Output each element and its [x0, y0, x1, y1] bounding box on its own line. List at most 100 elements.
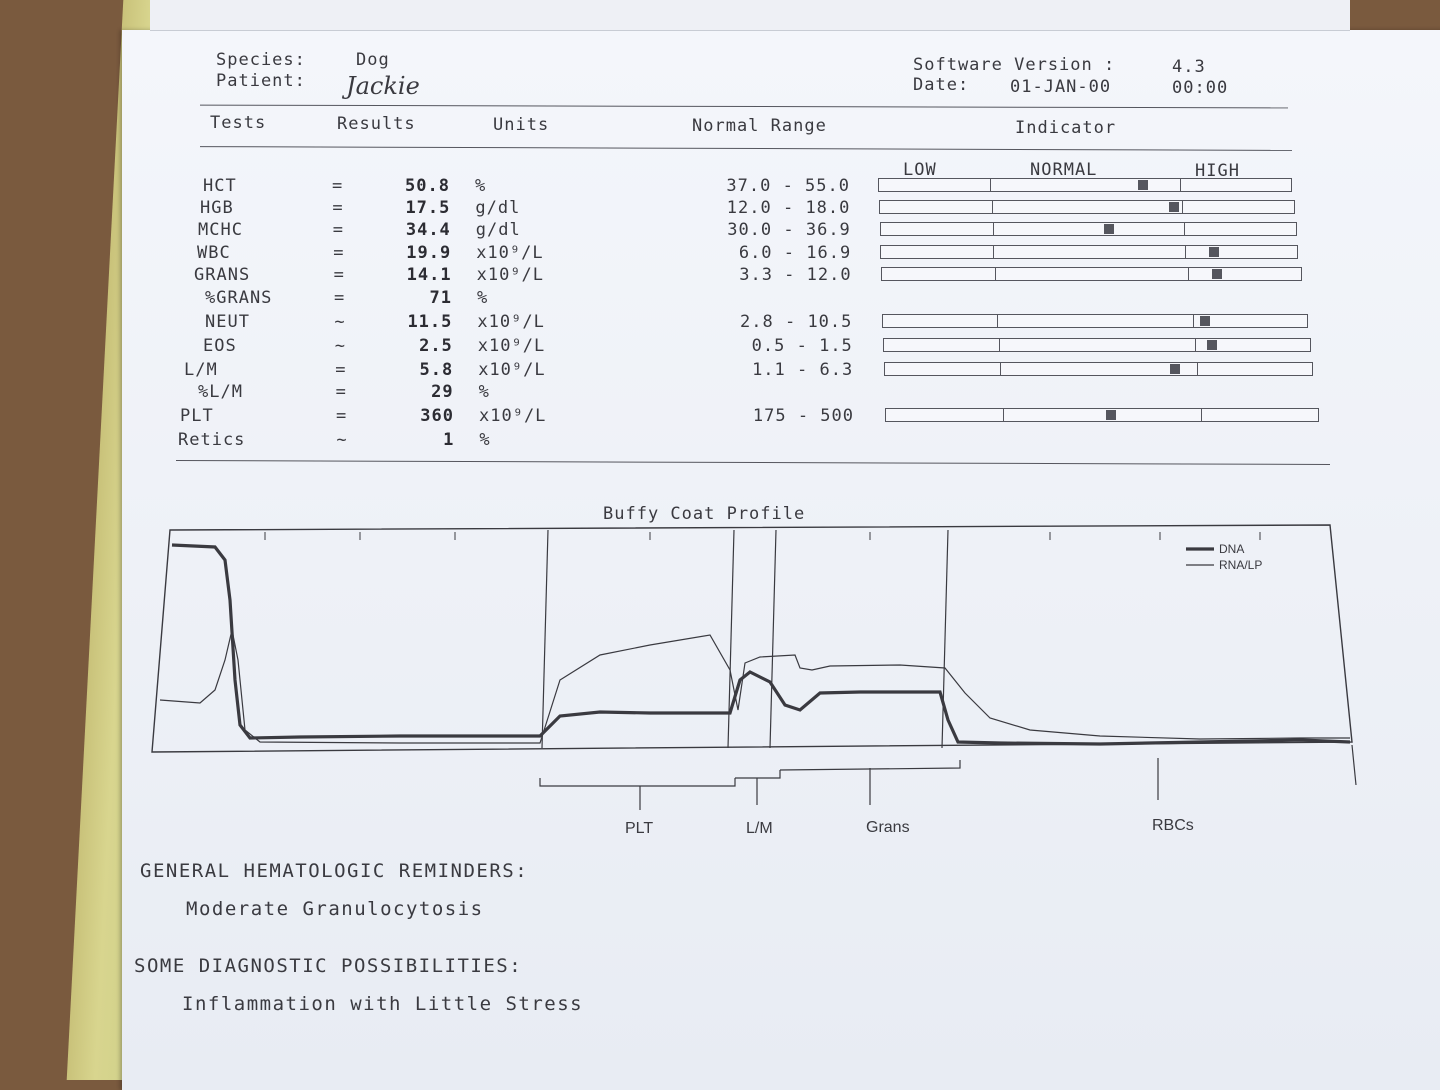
indicator-marker [1104, 224, 1115, 234]
test-unit: % [478, 382, 490, 402]
indicator-bar [878, 178, 1292, 192]
col-normal-range: Normal Range [692, 116, 827, 136]
indicator-divider [993, 246, 995, 258]
test-result: 17.5 [405, 198, 451, 218]
chart-title: Buffy Coat Profile [603, 504, 806, 524]
indicator-marker [1168, 202, 1179, 212]
indicator-marker [1208, 247, 1219, 257]
test-operator: ~ [334, 312, 346, 332]
indicator-divider [993, 223, 995, 235]
test-name: %L/M [198, 382, 243, 402]
region-label-rbcs: RBCs [1152, 817, 1194, 834]
dna-series-line [171, 543, 1351, 746]
test-normal-range: 2.8 - 10.5 [740, 312, 853, 332]
test-unit: x10⁹/L [476, 265, 545, 285]
col-units: Units [493, 115, 550, 135]
test-name: PLT [180, 406, 214, 426]
indicator-divider [1183, 223, 1185, 235]
reminders-text: Moderate Granulocytosis [186, 898, 484, 920]
table-row: GRANS = 14.1 x10⁹/L 3.3 - 12.0 [0, 265, 1440, 287]
test-result: 29 [431, 382, 454, 402]
indicator-bar [880, 222, 1297, 236]
indicator-divider [1194, 339, 1196, 351]
indicator-marker [1200, 316, 1211, 326]
table-row: NEUT ~11.5 x10⁹/L 2.8 - 10.5 [0, 312, 1440, 334]
test-operator: ~ [336, 430, 348, 450]
test-normal-range: 1.1 - 6.3 [752, 360, 854, 380]
test-name: NEUT [205, 312, 250, 332]
indicator-bar [880, 245, 1298, 259]
indicator-divider [1192, 315, 1194, 327]
software-label: Software Version : [913, 55, 1116, 75]
region-label-lm: L/M [746, 820, 773, 837]
col-results: Results [337, 114, 416, 134]
table-row: HGB = 17.5 g/dl 12.0 - 18.0 [0, 198, 1440, 220]
test-operator: = [334, 288, 346, 308]
test-name: MCHC [198, 220, 243, 240]
col-tests: Tests [210, 113, 267, 133]
region-label-plt: PLT [625, 820, 654, 837]
indicator-divider [1184, 246, 1186, 258]
indicator-divider [1201, 409, 1203, 421]
table-row: WBC = 19.9 x10⁹/L 6.0 - 16.9 [0, 243, 1440, 265]
table-row: EOS ~2.5 x10⁹/L 0.5 - 1.5 [0, 336, 1440, 358]
test-normal-range: 175 - 500 [752, 406, 854, 426]
test-result: 14.1 [406, 265, 452, 285]
test-result: 5.8 [419, 360, 454, 380]
test-result: 360 [420, 406, 454, 426]
chart-frame [151, 524, 1353, 753]
indicator-bar [879, 200, 1295, 214]
diagnostic-text: Inflammation with Little Stress [182, 993, 584, 1015]
indicator-bar [884, 362, 1313, 376]
test-normal-range: 6.0 - 16.9 [738, 243, 852, 263]
test-operator: = [335, 382, 347, 402]
test-operator: ~ [334, 336, 347, 356]
indicator-divider [991, 201, 993, 213]
test-name: Retics [178, 430, 246, 450]
indicator-bar [885, 408, 1319, 422]
test-name: WBC [197, 243, 231, 263]
indicator-divider [999, 339, 1001, 351]
test-unit: % [479, 430, 491, 450]
test-normal-range: 30.0 - 36.9 [727, 220, 851, 240]
indicator-divider [1187, 268, 1189, 280]
indicator-divider [1182, 201, 1184, 213]
test-operator: = [336, 406, 348, 426]
test-operator: = [335, 360, 347, 380]
indicator-high-label: HIGH [1195, 161, 1240, 181]
col-indicator: Indicator [1015, 118, 1117, 138]
indicator-divider [995, 268, 997, 280]
test-operator: = [333, 265, 345, 285]
indicator-bar [882, 314, 1308, 328]
test-result: 50.8 [405, 176, 450, 196]
test-result: 1 [443, 430, 455, 450]
test-name: EOS [203, 336, 237, 356]
test-operator: = [332, 220, 345, 240]
test-normal-range: 37.0 - 55.0 [726, 176, 850, 196]
test-result: 34.4 [405, 220, 451, 240]
test-name: GRANS [194, 265, 251, 285]
test-unit: x10⁹/L [479, 406, 547, 426]
indicator-divider [1179, 179, 1181, 191]
test-operator: = [332, 176, 344, 196]
indicator-bar [883, 338, 1311, 352]
table-row: %L/M = 29% [0, 382, 1440, 404]
test-unit: % [475, 176, 487, 196]
test-normal-range: 12.0 - 18.0 [726, 198, 851, 218]
test-unit: g/dl [475, 198, 521, 218]
test-name: HCT [203, 176, 237, 196]
plt-bracket [539, 778, 736, 787]
test-unit: x10⁹/L [477, 312, 545, 332]
indicator-marker [1170, 364, 1181, 374]
region-divider [727, 529, 735, 749]
indicator-marker [1207, 340, 1218, 350]
rna-lp-series-line [159, 629, 1350, 744]
region-divider [541, 529, 549, 749]
test-unit: g/dl [475, 220, 521, 240]
legend-rna-lp: RNA/LP [1219, 558, 1263, 572]
test-normal-range: 0.5 - 1.5 [751, 336, 853, 356]
indicator-marker [1212, 269, 1223, 279]
date-label: Date: [913, 75, 970, 95]
indicator-divider [1000, 363, 1002, 375]
indicator-divider [1002, 409, 1004, 421]
